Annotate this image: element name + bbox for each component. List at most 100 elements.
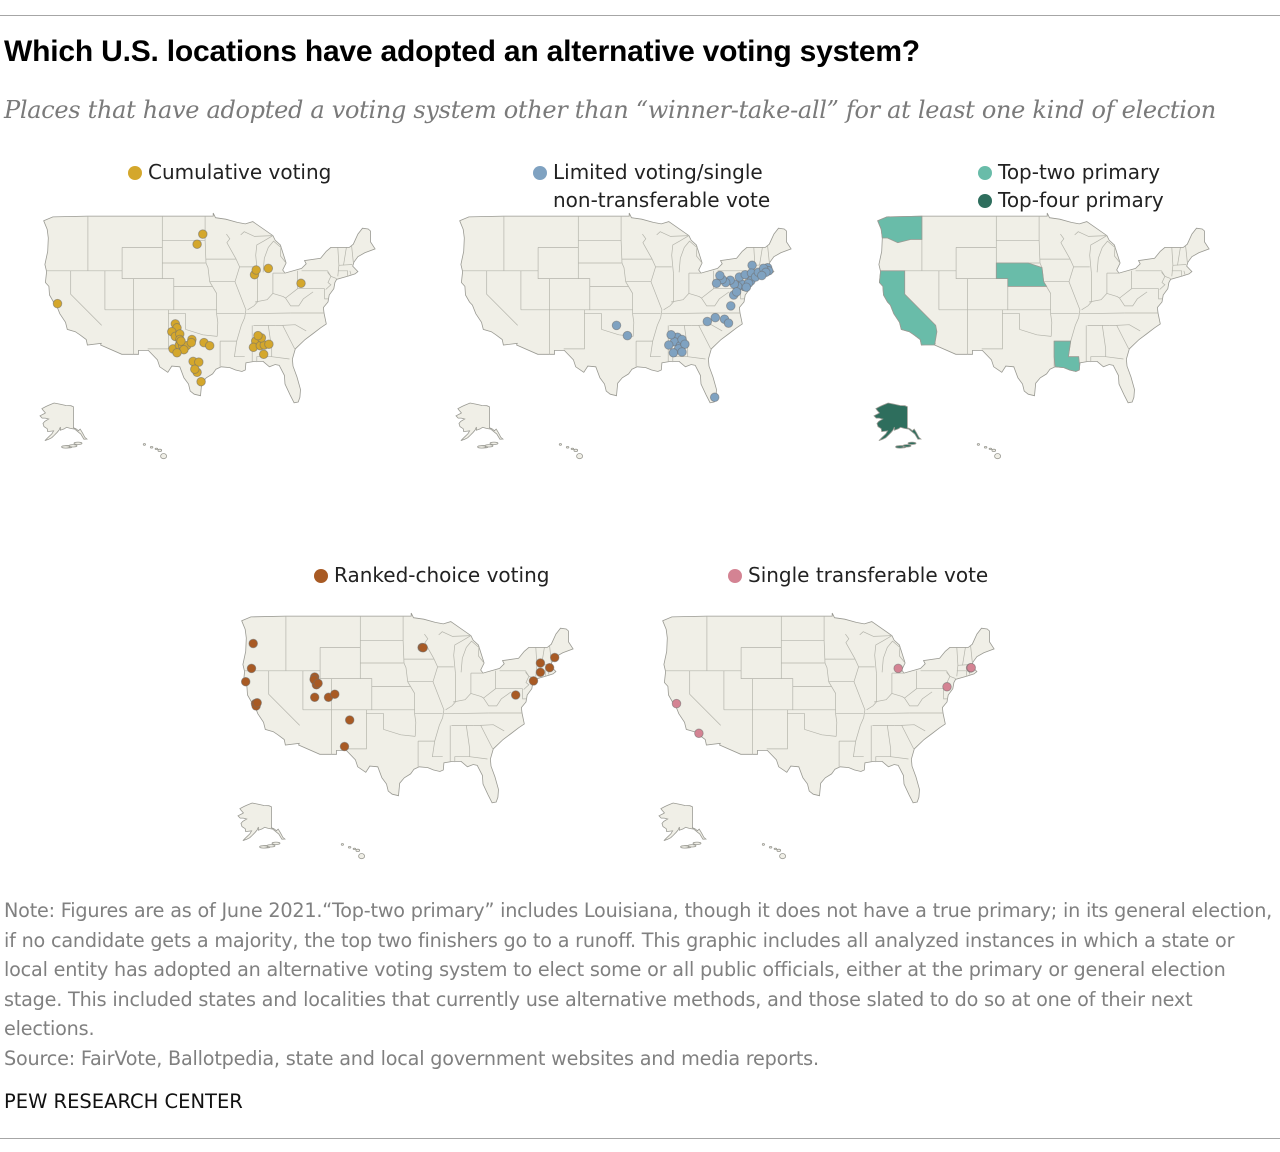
cumulative-location-marker — [176, 336, 186, 346]
legend-dot-top-two — [978, 166, 992, 180]
state-border — [445, 673, 456, 711]
limited-location-marker — [666, 330, 676, 340]
hawaii-island — [573, 448, 579, 453]
limited-location-marker — [680, 339, 690, 349]
state-border — [338, 264, 353, 266]
state-border — [1183, 270, 1186, 275]
ranked-location-marker — [339, 741, 350, 752]
state-border — [453, 673, 472, 703]
state-border — [337, 270, 348, 277]
state-border — [1135, 270, 1171, 279]
state-border — [962, 647, 966, 666]
state-AK — [39, 402, 88, 441]
state-border — [874, 673, 893, 703]
aleutian-island — [259, 845, 269, 849]
legend-label: Top-two primary — [998, 160, 1161, 184]
state-border — [859, 631, 892, 637]
state-border — [1060, 233, 1071, 260]
legend-dot-ranked — [314, 569, 328, 583]
state-border — [351, 245, 354, 263]
aleutian-island — [73, 441, 83, 445]
hawaii-island — [773, 847, 778, 851]
limited-location-marker — [741, 282, 752, 292]
limited-location-marker — [702, 316, 713, 327]
contiguous-us-shape — [43, 212, 376, 404]
state-border — [1119, 291, 1148, 307]
state-border — [324, 288, 328, 300]
state-border — [1090, 325, 1107, 363]
cumulative-location-marker — [192, 239, 202, 249]
ranked-location-marker — [252, 698, 262, 708]
legend-label: Limited voting/single — [553, 160, 763, 184]
aleutian-island — [489, 441, 499, 445]
state-border — [366, 713, 416, 737]
ranked-location-marker — [418, 642, 428, 653]
state-border — [325, 272, 332, 290]
state-border — [970, 645, 973, 663]
state-border — [701, 291, 730, 307]
state-border — [689, 670, 721, 726]
state-border — [343, 247, 347, 266]
limited-location-marker — [677, 347, 687, 357]
contiguous-us-shape — [662, 612, 995, 804]
state-border — [522, 688, 526, 700]
state-border — [480, 725, 494, 750]
state-AK — [873, 402, 922, 441]
state-border — [226, 233, 237, 260]
state-border — [577, 216, 591, 310]
hawaii-island — [358, 853, 365, 860]
legend-dot-cumulative — [128, 166, 142, 180]
contiguous-us-shape — [877, 212, 1210, 404]
ranked-location-marker — [309, 692, 320, 703]
state-border — [233, 258, 247, 358]
legend-dot-limited — [533, 166, 547, 180]
state-border — [301, 270, 337, 279]
us-map-svg — [39, 212, 376, 460]
state-border — [845, 633, 856, 660]
state-border — [70, 270, 102, 326]
cumulative-location-marker — [190, 364, 200, 374]
hawaii-island — [983, 445, 988, 449]
legend-ranked: Ranked-choice voting — [312, 561, 549, 589]
legend-label: Cumulative voting — [148, 160, 332, 184]
state-border — [1079, 312, 1125, 315]
state-border — [1096, 240, 1121, 273]
stv-location-marker — [942, 682, 952, 692]
state-border — [920, 670, 956, 679]
state-border — [852, 658, 866, 758]
cumulative-location-marker — [198, 229, 208, 239]
state-border — [656, 231, 689, 237]
contiguous-us-shape — [241, 612, 574, 804]
state-border — [268, 670, 300, 726]
limited-location-marker — [723, 318, 734, 328]
ranked-location-marker — [344, 715, 355, 725]
map-stv — [655, 605, 1015, 867]
state-border — [881, 640, 906, 673]
state-border — [345, 709, 367, 750]
hawaii-island — [157, 448, 163, 453]
state-border — [1177, 247, 1181, 266]
map-limited — [452, 205, 812, 467]
hawaii-island — [994, 453, 1001, 460]
state-CA-top-two — [878, 270, 938, 346]
state-border — [780, 616, 794, 710]
page-subtitle: Places that have adopted a voting system… — [4, 96, 1216, 124]
state-border — [671, 273, 690, 303]
state-border — [759, 247, 763, 266]
state-border — [121, 247, 163, 279]
state-border — [161, 216, 175, 310]
state-border — [319, 647, 361, 679]
hawaii-island — [558, 443, 562, 446]
us-map-svg — [873, 212, 1210, 460]
hawaii-island — [565, 445, 570, 449]
us-map-svg — [658, 612, 995, 860]
limited-location-marker — [711, 278, 722, 289]
state-border — [663, 273, 674, 311]
hawaii-island — [154, 447, 159, 451]
stv-location-marker — [966, 662, 976, 673]
footnote: Note: Figures are as of June 2021.“Top-t… — [4, 899, 1273, 1041]
state-border — [901, 725, 915, 750]
state-border — [285, 291, 314, 307]
state-border — [943, 688, 947, 700]
cumulative-location-marker — [258, 349, 269, 360]
